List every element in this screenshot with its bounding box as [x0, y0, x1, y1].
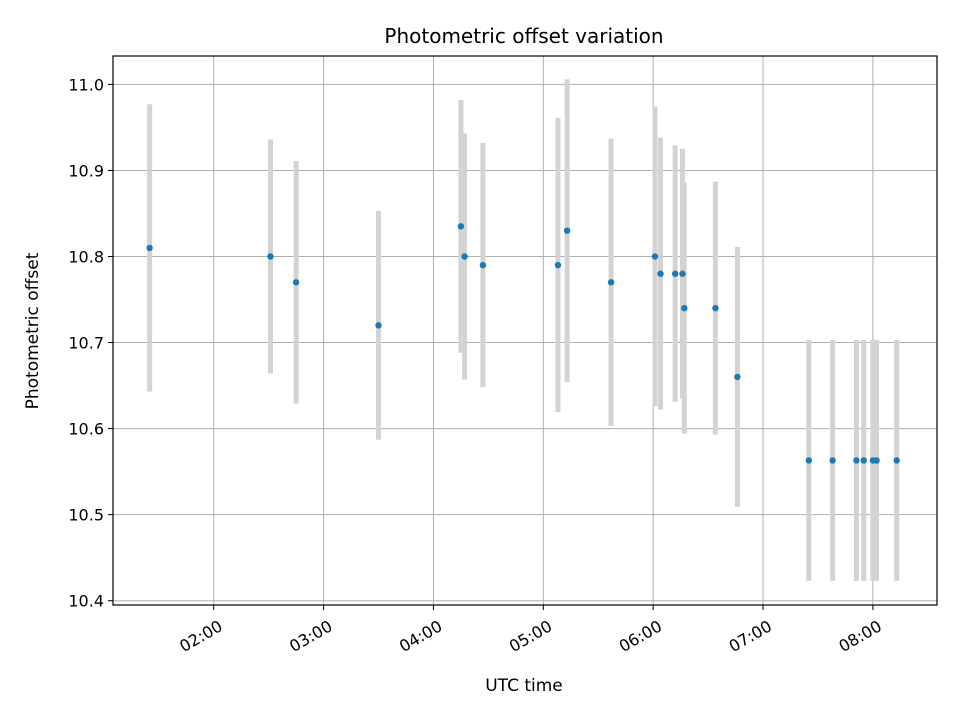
data-point-11 [657, 270, 664, 277]
y-tick-label-6: 11.0 [68, 75, 104, 94]
data-point-20 [860, 457, 867, 464]
data-point-22 [873, 457, 880, 464]
data-point-14 [681, 304, 688, 312]
data-point-2 [292, 279, 300, 286]
data-point-10 [651, 253, 659, 260]
y-tick-label-1: 10.5 [68, 506, 104, 525]
data-point-8 [563, 227, 571, 234]
data-point-18 [829, 457, 836, 464]
data-point-17 [805, 457, 813, 464]
data-point-3 [375, 322, 382, 329]
y-tick-label-2: 10.6 [68, 420, 104, 439]
y-tick-label-3: 10.7 [68, 334, 104, 353]
y-tick-label-4: 10.8 [68, 247, 104, 266]
data-point-1 [267, 253, 274, 260]
data-point-7 [554, 261, 562, 269]
chart-title: Photometric offset variation [384, 24, 663, 48]
y-axis-ticks: 10.4 10.5 10.6 10.7 10.8 10.9 11.0 [68, 75, 113, 611]
x-axis-label: UTC time [485, 676, 563, 696]
y-axis-label: Photometric offset [23, 252, 43, 409]
data-point-12 [671, 270, 679, 277]
data-point-0 [146, 244, 153, 252]
plot-frame [112, 55, 938, 606]
data-point-5 [461, 253, 468, 260]
data-point-15 [712, 304, 719, 312]
data-point-19 [853, 457, 860, 464]
y-tick-label-0: 10.4 [68, 592, 104, 611]
data-point-9 [607, 279, 615, 286]
data-points [146, 223, 900, 464]
data-point-13 [679, 270, 686, 277]
y-tick-label-5: 10.9 [68, 161, 104, 180]
data-point-23 [893, 457, 900, 464]
data-point-6 [479, 261, 487, 269]
data-point-4 [457, 223, 465, 230]
data-point-16 [734, 373, 741, 381]
